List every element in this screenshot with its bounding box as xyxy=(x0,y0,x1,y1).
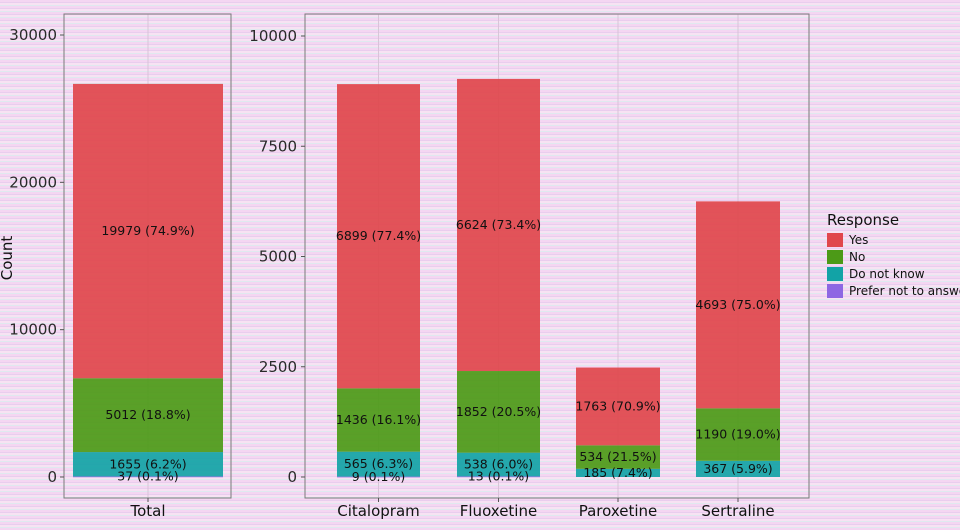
legend-swatch-no xyxy=(827,250,843,264)
bar-segment-citalopram-no xyxy=(337,388,420,452)
bar-segment-sertraline-no xyxy=(696,408,780,461)
data-label-citalopram-prefer-not-to-answe: 9 (0.1%) xyxy=(352,469,405,484)
y-tick-label: 0 xyxy=(287,468,297,486)
y-tick-label: 10000 xyxy=(9,321,57,339)
bar-segment-paroxetine-yes xyxy=(576,367,660,446)
x-tick-label-sertraline: Sertraline xyxy=(701,502,774,520)
data-label-sertraline-do-not-know: 367 (5.9%) xyxy=(703,461,772,476)
data-label-total-no: 5012 (18.8%) xyxy=(105,407,190,422)
data-label-citalopram-yes: 6899 (77.4%) xyxy=(336,228,421,243)
data-label-paroxetine-no: 534 (21.5%) xyxy=(579,449,656,464)
bar-segment-total-yes xyxy=(73,83,223,379)
bar-segment-paroxetine-no xyxy=(576,445,660,469)
data-label-total-do-not-know: 1655 (6.2%) xyxy=(109,456,186,471)
data-label-paroxetine-do-not-know: 185 (7.4%) xyxy=(583,465,652,480)
data-label-citalopram-no: 1436 (16.1%) xyxy=(336,412,421,427)
data-label-total-prefer-not-to-answe: 37 (0.1%) xyxy=(117,469,178,484)
y-axis-title: Count xyxy=(0,236,16,281)
bar-segment-citalopram-yes xyxy=(337,84,420,389)
bar-segment-total-prefer-not-to-answe xyxy=(73,476,223,478)
bar-segment-fluoxetine-yes xyxy=(457,78,540,372)
label-layer: 0 10000 20000 30000 37 (0.1%)1655 (6.2%) 5012… xyxy=(9,26,780,520)
bar-segment-paroxetine-do-not-know xyxy=(576,468,660,477)
legend-label-do-not-know: Do not know xyxy=(849,267,925,281)
legend-swatch-do-not-know xyxy=(827,267,843,281)
legend: Response Yes No Do not know Prefer not t… xyxy=(827,211,960,298)
data-label-sertraline-no: 1190 (19.0%) xyxy=(695,427,780,442)
bar-segment-citalopram-do-not-know xyxy=(337,451,420,477)
y-tick-label: 0 xyxy=(47,468,57,486)
legend-label-yes: Yes xyxy=(848,233,868,247)
bar-segment-fluoxetine-prefer-not-to-answe xyxy=(457,476,540,478)
y-tick-label: 2500 xyxy=(259,358,297,376)
data-label-fluoxetine-yes: 6624 (73.4%) xyxy=(456,217,541,232)
bar-segment-fluoxetine-no xyxy=(457,371,540,453)
legend-label-prefer-not: Prefer not to answe xyxy=(849,284,960,298)
legend-label-no: No xyxy=(849,250,865,264)
y-tick-label: 10000 xyxy=(249,27,297,45)
data-label-fluoxetine-prefer-not-to-answe: 13 (0.1%) xyxy=(468,469,529,484)
data-label-fluoxetine-no: 1852 (20.5%) xyxy=(456,404,541,419)
legend-swatch-yes xyxy=(827,233,843,247)
bar-segment-fluoxetine-do-not-know xyxy=(457,452,540,477)
bar-segment-total-no xyxy=(73,378,223,453)
data-label-citalopram-do-not-know: 565 (6.3%) xyxy=(344,456,413,471)
x-tick-label-fluoxetine: Fluoxetine xyxy=(460,502,537,520)
x-tick-label-paroxetine: Paroxetine xyxy=(579,502,658,520)
y-tick-label: 7500 xyxy=(259,137,297,155)
bar-segment-total-do-not-know xyxy=(73,452,223,477)
legend-swatch-prefer-not xyxy=(827,284,843,298)
data-label-sertraline-yes: 4693 (75.0%) xyxy=(695,297,780,312)
data-label-fluoxetine-do-not-know: 538 (6.0%) xyxy=(464,457,533,472)
bar-segment-sertraline-yes xyxy=(696,201,780,409)
bar-layer xyxy=(73,78,780,478)
x-tick-label-citalopram: Citalopram xyxy=(337,502,420,520)
y-tick-label: 20000 xyxy=(9,173,57,191)
bar-segment-citalopram-prefer-not-to-answe xyxy=(337,476,420,478)
legend-title: Response xyxy=(827,211,899,229)
y-tick-label: 30000 xyxy=(9,26,57,44)
y-tick-label: 5000 xyxy=(259,248,297,266)
bar-segment-sertraline-do-not-know xyxy=(696,460,780,477)
data-label-total-yes: 19979 (74.9%) xyxy=(101,223,194,238)
x-tick-label-total: Total xyxy=(129,502,165,520)
data-label-paroxetine-yes: 1763 (70.9%) xyxy=(575,398,660,413)
